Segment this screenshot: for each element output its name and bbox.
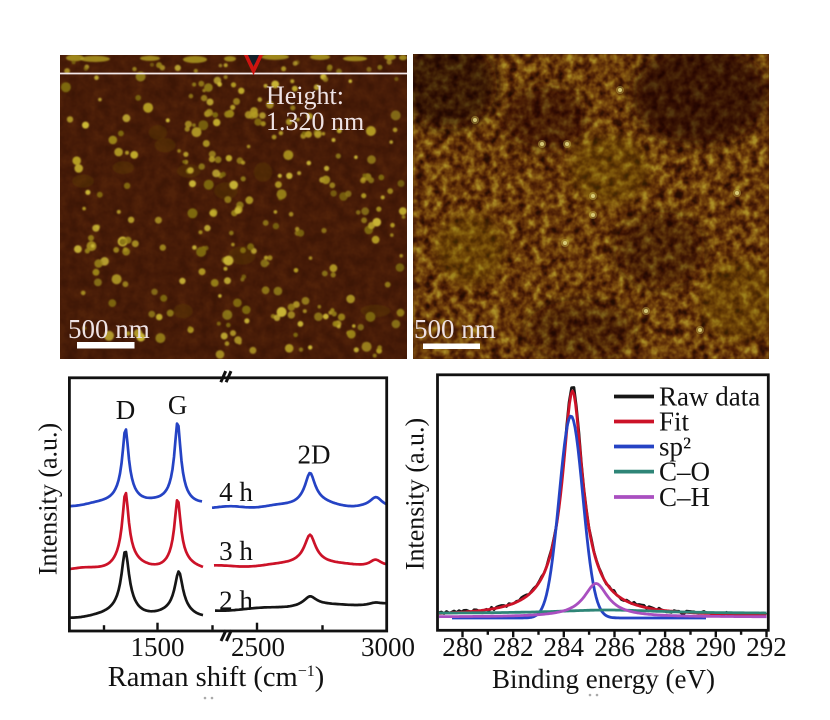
svg-text:Raman shift (cm−1): Raman shift (cm−1)	[108, 662, 325, 693]
svg-text:3000: 3000	[361, 632, 415, 662]
svg-text:500 nm: 500 nm	[68, 314, 150, 344]
svg-text:1.320 nm: 1.320 nm	[266, 107, 364, 136]
svg-text:Fit: Fit	[659, 407, 690, 437]
svg-text:C–H: C–H	[659, 482, 710, 512]
svg-text:290: 290	[696, 632, 737, 662]
svg-text:280: 280	[442, 632, 483, 662]
svg-text:Height:: Height:	[266, 81, 344, 110]
svg-text:2 h: 2 h	[219, 586, 253, 616]
svg-text:288: 288	[645, 632, 686, 662]
svg-text:D: D	[116, 395, 136, 425]
svg-text:Intensity (a.u.): Intensity (a.u.)	[34, 423, 63, 575]
svg-text:2D: 2D	[298, 440, 331, 470]
svg-text:286: 286	[594, 632, 635, 662]
svg-text:Binding energy (eV): Binding energy (eV)	[492, 664, 715, 694]
svg-text:sp²: sp²	[659, 432, 691, 462]
svg-text:C–O: C–O	[659, 457, 710, 487]
svg-text:3 h: 3 h	[219, 536, 253, 566]
svg-text:500 nm: 500 nm	[414, 314, 496, 344]
svg-text:282: 282	[493, 632, 534, 662]
svg-text:G: G	[168, 390, 188, 420]
svg-text:2500: 2500	[231, 632, 285, 662]
svg-text:284: 284	[544, 632, 585, 662]
svg-text:292: 292	[746, 632, 787, 662]
svg-text:1500: 1500	[131, 632, 185, 662]
svg-text:Intensity (a.u.): Intensity (a.u.)	[401, 418, 430, 570]
svg-text:4 h: 4 h	[219, 477, 253, 507]
svg-text:Raw data: Raw data	[659, 382, 760, 412]
